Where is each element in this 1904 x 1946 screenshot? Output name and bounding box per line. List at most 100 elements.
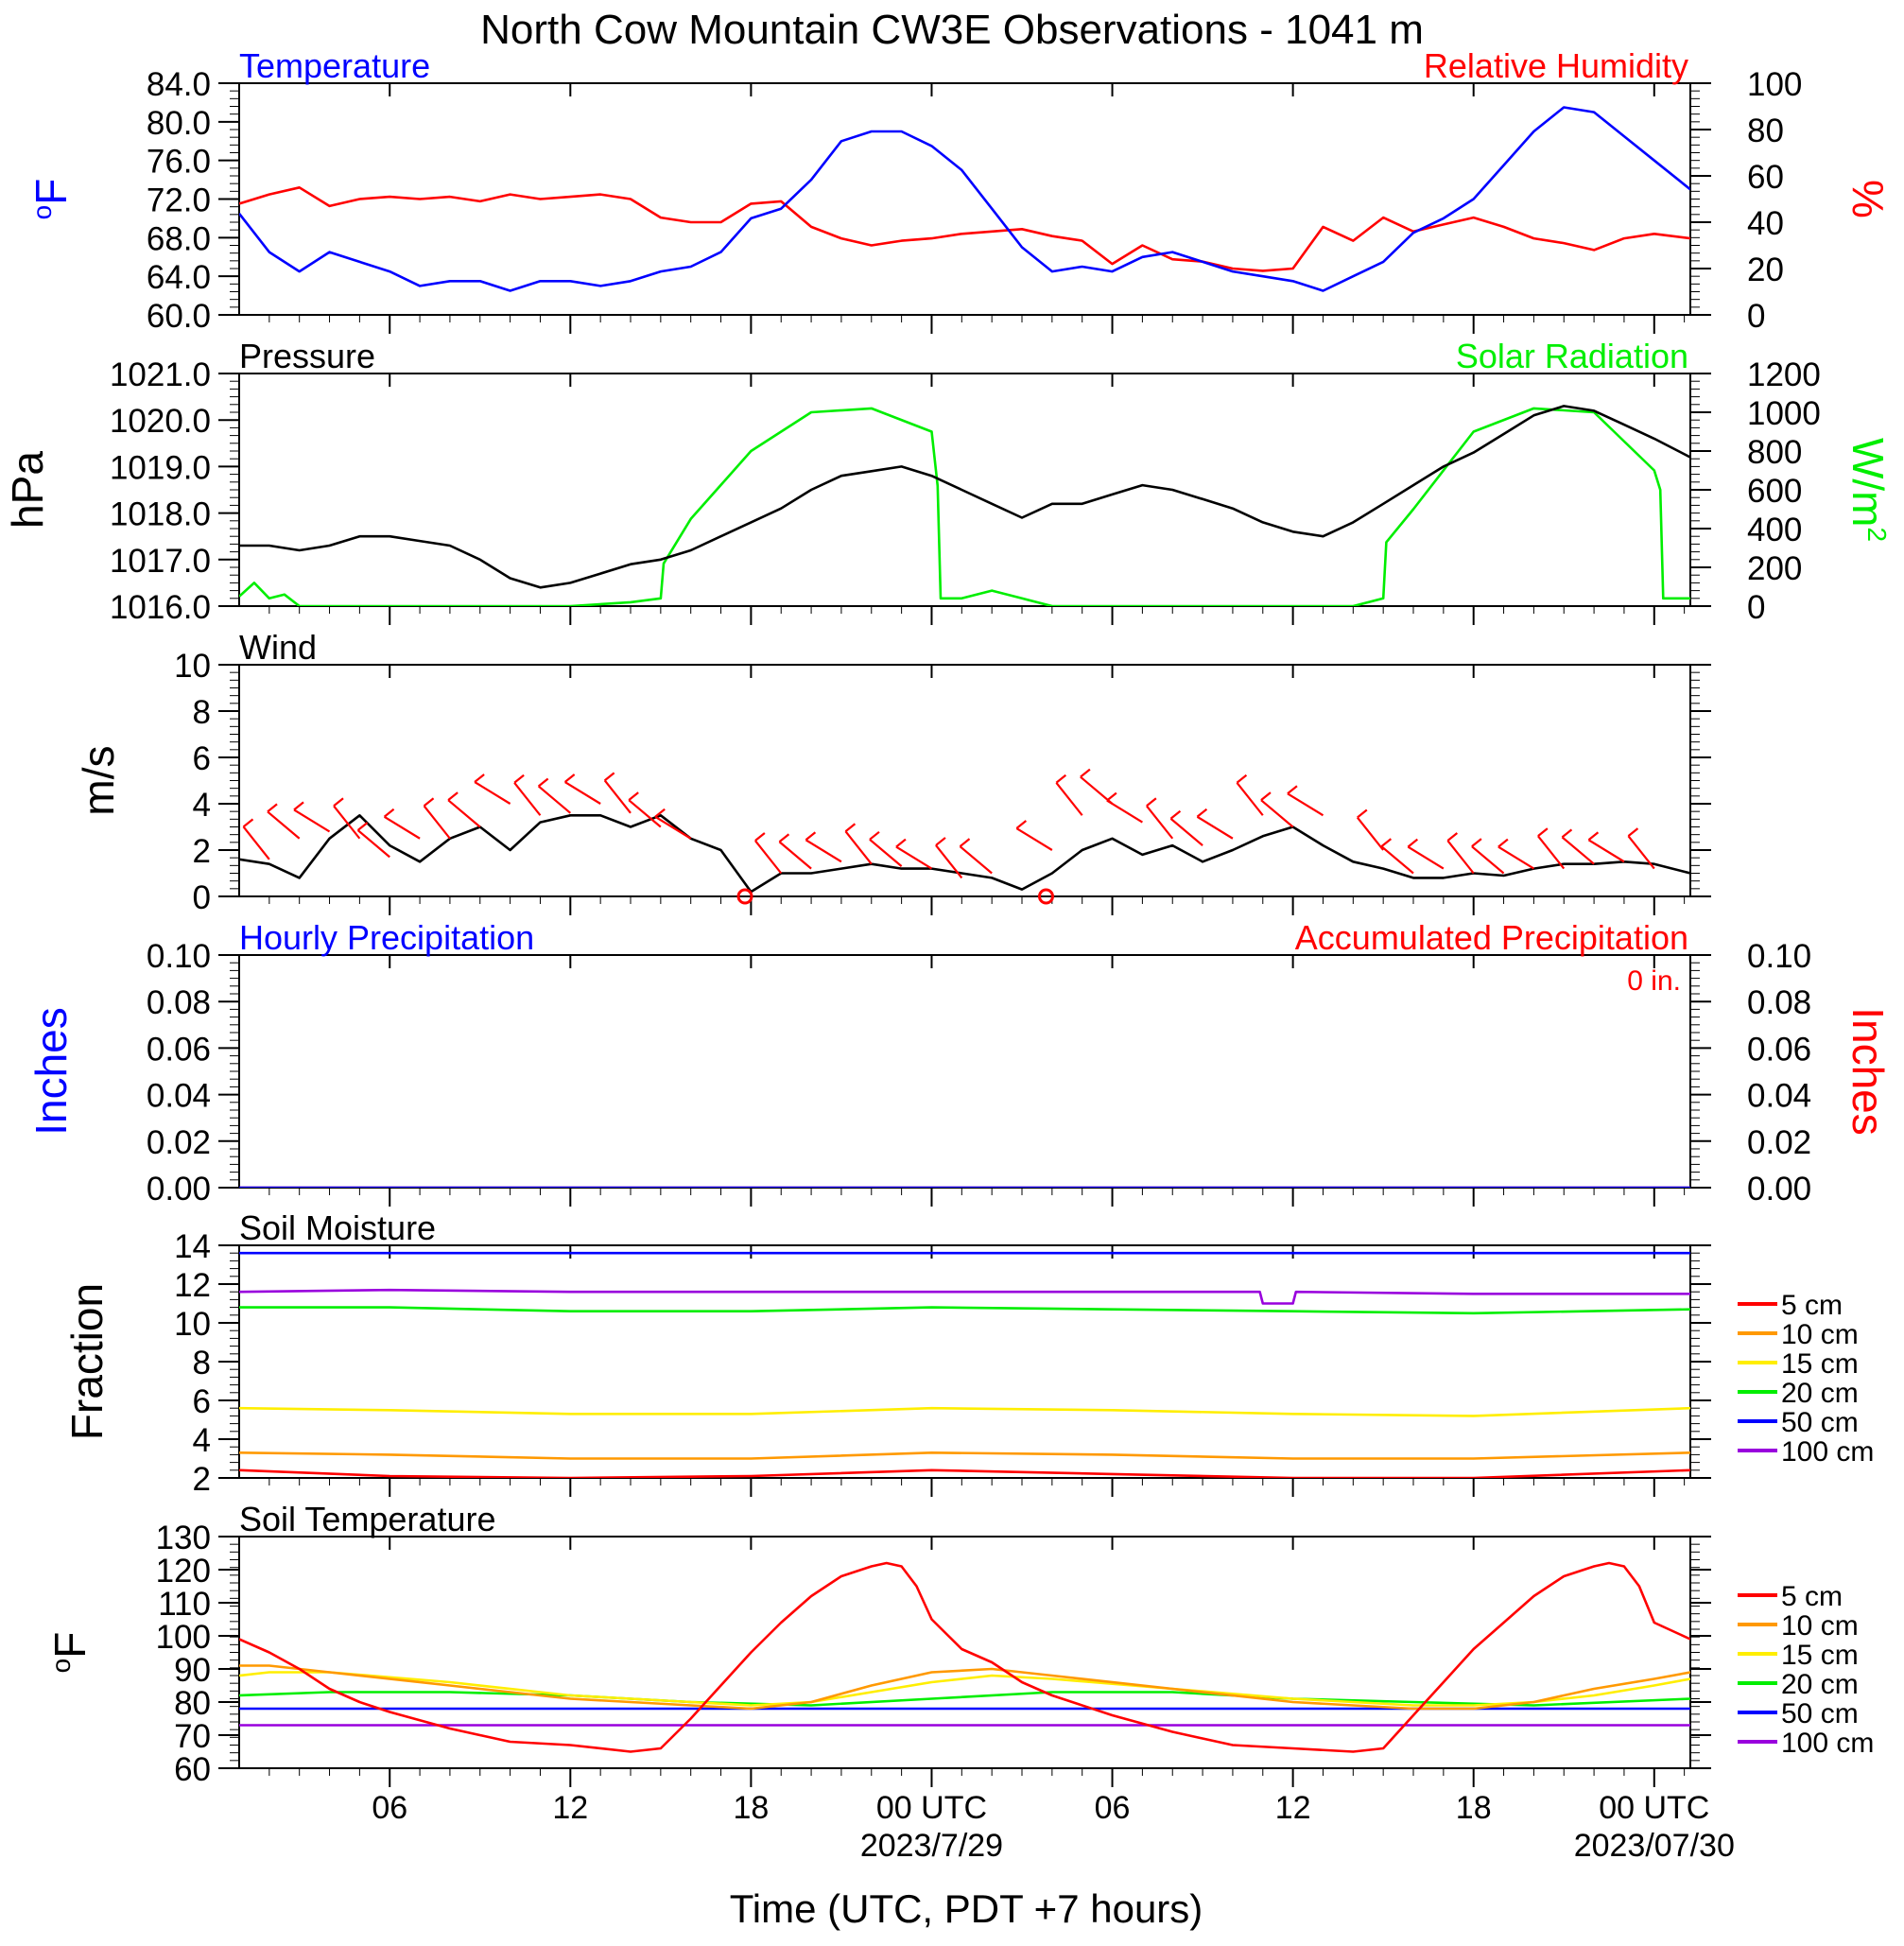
wind-barb-feather [1260, 791, 1272, 802]
legend-label: 5 cm [1781, 1290, 1843, 1321]
y-tick-label-left: 70 [174, 1718, 211, 1755]
wind-barb [333, 805, 361, 840]
wind-barb-feather [1015, 820, 1028, 829]
y-tick-label-right: 1000 [1747, 395, 1821, 432]
y-axis-label-right: W/m2 [1843, 438, 1893, 542]
y-tick-label-left: 14 [174, 1228, 211, 1265]
y-tick-label-left: 64.0 [147, 259, 211, 296]
wind-barb-feather [1055, 773, 1067, 784]
series-line-5-cm [239, 1561, 1690, 1753]
series-line-20-cm [239, 1691, 1690, 1707]
panel-frame [238, 664, 1691, 897]
series-line-15-cm [239, 1671, 1690, 1707]
series-line-temperature [239, 106, 1690, 292]
wind-barb [1587, 839, 1625, 863]
x-tick-label: 12 [552, 1790, 588, 1826]
wind-barb-feather [805, 831, 817, 842]
wind-barb [537, 785, 572, 814]
legend-label: 15 cm [1781, 1348, 1859, 1380]
panel-title-left: Hourly Precipitation [239, 918, 534, 957]
wind-barb [447, 799, 481, 828]
y-tick-label-right: 800 [1747, 434, 1802, 471]
y-tick-label-left: 80.0 [147, 105, 211, 142]
y-tick-label-right: 200 [1747, 550, 1802, 587]
y-tick-label-left: 0.10 [147, 938, 211, 975]
panel-wind: 0 2 4 6 8 10 Wind m/s [74, 628, 1711, 916]
y-tick-label-right: 400 [1747, 512, 1802, 548]
wind-barb [423, 805, 451, 840]
panel-pressure-solar: 1016.0 1017.0 1018.0 1019.0 1020.0 1021.0 0200… [3, 337, 1893, 626]
wind-barb-feather [1627, 827, 1639, 837]
wind-barb [564, 781, 601, 805]
series-line-pressure [239, 405, 1690, 589]
y-tick-label-right: 0.04 [1747, 1078, 1811, 1115]
wind-barb [1537, 835, 1566, 870]
y-tick-label-left: 60 [174, 1751, 211, 1788]
series-group [239, 106, 1690, 292]
wind-barb-feather [1537, 827, 1549, 837]
wind-barb [383, 815, 421, 840]
calm-wind-marker [1037, 888, 1054, 905]
y-tick-label-left: 76.0 [147, 144, 211, 181]
y-tick-label-right: 0.10 [1747, 938, 1811, 975]
y-tick-label-right: 100 [1747, 66, 1802, 103]
panel-title-left: Pressure [239, 337, 375, 375]
wind-barb-feather [242, 818, 254, 828]
wind-barb [1106, 799, 1143, 824]
wind-barb [654, 815, 692, 840]
wind-barb [1627, 835, 1655, 870]
wind-barb [1287, 792, 1324, 817]
wind-barb [242, 825, 270, 860]
legend-label: 100 cm [1781, 1436, 1874, 1468]
y-tick-label-left: 12 [174, 1267, 211, 1304]
panel-frame [238, 954, 1691, 1189]
y-tick-label-left: 8 [193, 694, 211, 731]
y-tick-label-left: 0 [193, 879, 211, 916]
x-tick-label: 06 [1095, 1790, 1131, 1826]
accumulated-total: 0 in. [1627, 965, 1681, 997]
y-tick-label-left: 60.0 [147, 298, 211, 335]
y-tick-label-right: 0.06 [1747, 1031, 1811, 1068]
y-tick-label-left: 10 [174, 1306, 211, 1343]
y-tick-label-left: 0.02 [147, 1124, 211, 1161]
legend-label: 100 cm [1781, 1728, 1874, 1759]
wind-barb-feather [654, 808, 666, 818]
wind-barb [1446, 840, 1475, 875]
y-axis-label-left: m/s [74, 745, 123, 815]
panel-title-right: Solar Radiation [1456, 337, 1688, 375]
wind-barb-feather [1146, 797, 1157, 808]
y-tick-label-left: 84.0 [147, 66, 211, 103]
series-line-5-cm [239, 1468, 1690, 1478]
series-line-100-cm [239, 1288, 1690, 1305]
y-tick-label-right: 60 [1747, 159, 1784, 196]
wind-barb-feather [1446, 832, 1459, 842]
wind-barb [895, 845, 933, 870]
y-tick-label-left: 8 [193, 1345, 211, 1381]
wind-barb [1407, 845, 1445, 870]
minor-ticks [230, 954, 1700, 1195]
wind-barb-feather [423, 797, 435, 808]
wind-barb [1169, 817, 1203, 846]
wind-barb-feather [1380, 838, 1393, 848]
wind-barb-feather [844, 823, 857, 833]
wind-barb-feather [869, 830, 880, 841]
y-tick-label-left: 1021.0 [110, 356, 211, 393]
wind-barb [778, 841, 812, 870]
legend-label: 5 cm [1781, 1581, 1843, 1612]
wind-barbs [242, 768, 1655, 879]
y-tick-label-left: 0.08 [147, 984, 211, 1021]
wind-barb-feather [1561, 828, 1573, 839]
legend-label: 10 cm [1781, 1610, 1859, 1642]
panel-frame [238, 373, 1691, 607]
y-tick-label-right: 80 [1747, 113, 1784, 149]
series-line-20-cm [239, 1306, 1690, 1315]
panel-title-left: Wind [239, 628, 317, 667]
y-tick-label-right: 0.08 [1747, 984, 1811, 1021]
series-line-10-cm [239, 1664, 1690, 1711]
chart-title: North Cow Mountain CW3E Observations - 1… [480, 7, 1424, 53]
wind-barb [1146, 805, 1174, 840]
